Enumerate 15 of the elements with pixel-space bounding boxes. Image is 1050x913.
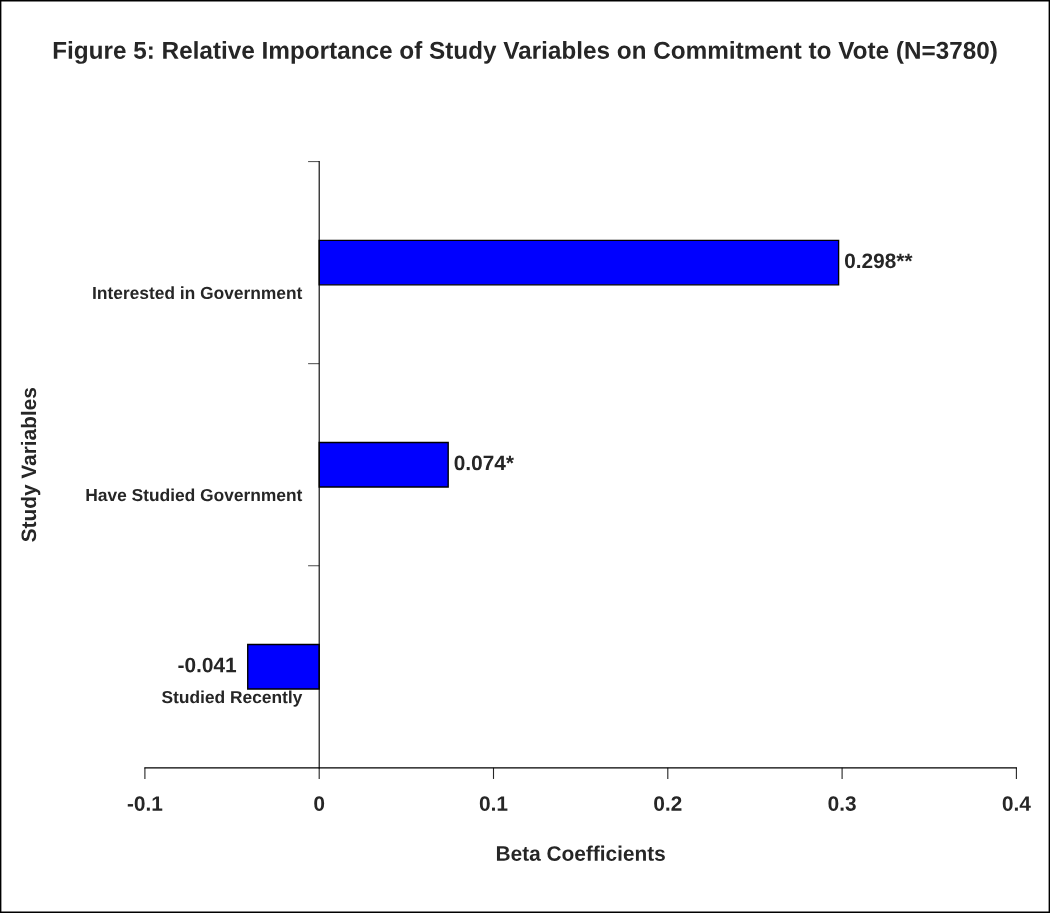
x-tick-label: 0 xyxy=(314,796,325,811)
x-tick-label: 0.4 xyxy=(1002,796,1031,811)
y-axis-title: Study Variables xyxy=(20,387,41,542)
y-tick-label: Have Studied Government xyxy=(86,488,303,502)
x-tick-label: 0.1 xyxy=(479,796,508,811)
x-axis-title: Beta Coefficients xyxy=(496,845,665,861)
y-tick-label: Interested in Government xyxy=(93,286,303,300)
x-tick-label: 0.3 xyxy=(828,796,856,811)
data-label: 0.298** xyxy=(844,253,913,269)
data-label: 0.074* xyxy=(454,455,514,471)
y-tick-label: Studied Recently xyxy=(162,690,303,707)
data-label: -0.041 xyxy=(178,657,237,673)
x-tick-label: 0.2 xyxy=(654,796,682,811)
x-tick-label: -0.1 xyxy=(127,796,163,811)
chart-title: Figure 5: Relative Importance of Study Variables on Commitment to Vote (N=3780) xyxy=(53,41,997,64)
